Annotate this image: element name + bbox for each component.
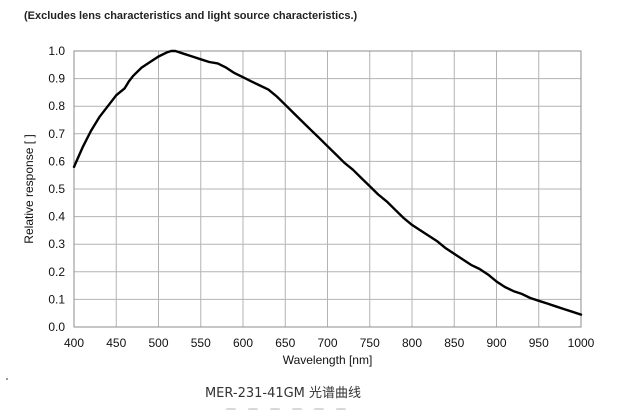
caption-reflection [226,398,386,410]
spectral-response-chart: 0.0 0.1 0.2 0.3 0.4 0.5 0.6 0.7 0.8 0.9 1.0 400 450… [22,44,595,367]
y-tick-label: 0.6 [48,154,65,168]
y-tick-label: 0.1 [48,292,65,306]
y-tick-label: 1.0 [48,44,65,58]
x-tick-label: 500 [148,336,168,350]
x-tick-label: 800 [402,336,422,350]
y-tick-label: 0.8 [48,99,65,113]
x-tick-label: 1000 [568,336,595,350]
x-tick-label: 650 [275,336,295,350]
y-tick-label: 0.4 [48,210,65,224]
x-tick-labels: 400 450 500 550 600 650 700 750 800 850 900 950 1000 [64,336,595,350]
x-tick-label: 700 [317,336,337,350]
x-tick-label: 900 [486,336,506,350]
x-tick-label: 750 [360,336,380,350]
y-tick-labels: 0.0 0.1 0.2 0.3 0.4 0.5 0.6 0.7 0.8 0.9 1.0 [48,44,65,334]
x-tick-label: 400 [64,336,84,350]
figure-caption: MER-231-41GM 光谱曲线 [204,386,362,401]
stray-dot [6,378,8,380]
y-tick-label: 0.2 [48,265,65,279]
y-tick-label: 0.0 [48,320,65,334]
x-tick-label: 450 [106,336,126,350]
x-tick-label: 950 [529,336,549,350]
y-tick-label: 0.7 [48,127,65,141]
series-line [72,49,583,316]
y-tick-label: 0.5 [48,182,65,196]
x-tick-label: 550 [191,336,211,350]
plot-frame [73,50,582,328]
y-tick-label: 0.9 [48,72,65,86]
x-tick-label: 600 [233,336,253,350]
x-axis-label: Wavelength [nm] [283,353,373,367]
y-axis-label: Relative response [ ] [22,134,36,243]
x-tick-label: 850 [444,336,464,350]
y-tick-label: 0.3 [48,237,65,251]
chart-note: (Excludes lens characteristics and light… [24,10,358,22]
